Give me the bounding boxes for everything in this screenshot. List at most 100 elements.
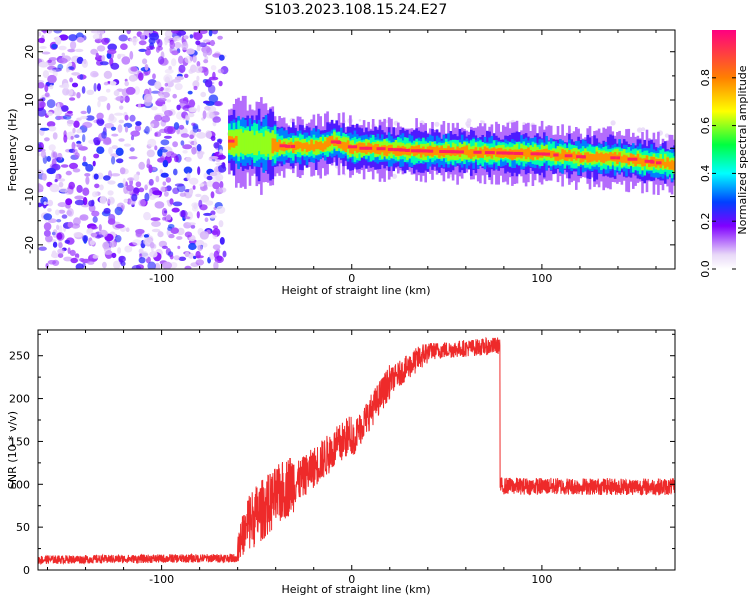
noise-blob [38, 37, 45, 44]
noise-blob [101, 131, 107, 139]
noise-blob [46, 155, 51, 162]
noise-blob [93, 153, 100, 159]
noise-blob [144, 125, 150, 135]
spectrogram-xlabel: Height of straight line (km) [281, 284, 430, 297]
noise-blob [215, 162, 222, 166]
noise-blob [150, 217, 161, 222]
noise-blob [76, 56, 84, 64]
ridge-cell [269, 133, 272, 160]
noise-blob [90, 70, 99, 78]
ridge-cell [314, 140, 318, 150]
noise-blob [187, 90, 193, 95]
ridge-cell [237, 129, 240, 157]
noise-blob [118, 138, 125, 142]
noise-blob [117, 247, 122, 254]
noise-blob [92, 216, 98, 223]
noise-blob [201, 242, 208, 248]
noise-blob [210, 39, 215, 47]
spectrogram-ylabel: Frequency (Hz) [6, 109, 19, 192]
noise-blob [126, 30, 131, 35]
noise-blob [183, 73, 189, 78]
ridge-peak [422, 149, 430, 153]
noise-blob [76, 140, 82, 145]
noise-blob [209, 252, 215, 260]
y-tick-label: 200 [9, 393, 30, 406]
noise-blob [154, 262, 161, 269]
noise-blob [52, 241, 58, 248]
y-tick-label: 100 [9, 478, 30, 491]
noise-blob [196, 132, 207, 139]
noise-blob [70, 257, 78, 264]
noise-blob [98, 224, 102, 232]
ridge-cell [324, 141, 327, 150]
ridge-peak [393, 148, 403, 152]
noise-blob [149, 242, 155, 249]
ridge-cell [524, 149, 528, 160]
ridge-peak [473, 150, 482, 154]
noise-blob [135, 181, 142, 188]
noise-blob [217, 154, 226, 160]
noise-blob [197, 166, 201, 176]
noise-blob [189, 188, 194, 195]
noise-blob [189, 134, 195, 140]
noise-blob [88, 200, 95, 207]
ridge-peak [650, 160, 655, 164]
noise-blob [102, 241, 110, 250]
ridge-peak [541, 152, 551, 156]
noise-blob [101, 55, 106, 62]
noise-blob [118, 34, 128, 42]
ridge-cell [317, 142, 320, 150]
noise-blob [85, 176, 90, 185]
noise-blob [85, 164, 94, 172]
noise-blob [144, 184, 148, 191]
noise-blob [106, 102, 111, 111]
noise-blob [193, 85, 198, 91]
noise-blob [72, 91, 76, 97]
ridge-cell [239, 128, 243, 153]
noise-blob [130, 66, 138, 72]
noise-blob [218, 187, 227, 193]
noise-blob [192, 80, 200, 89]
noise-blob [71, 82, 79, 88]
noise-blob [58, 34, 69, 41]
ridge-cell [481, 149, 484, 158]
noise-blob [164, 30, 173, 38]
noise-blob [108, 146, 113, 155]
noise-blob [87, 260, 95, 265]
ridge-peak [359, 146, 369, 150]
noise-blob [92, 160, 96, 167]
y-tick-label: 0 [23, 564, 30, 577]
noise-blob [110, 126, 117, 131]
noise-blob [142, 237, 153, 246]
noise-blob [205, 130, 213, 139]
noise-blob [165, 177, 172, 183]
noise-blob [159, 169, 164, 174]
noise-blob [208, 94, 219, 103]
noise-blob [210, 65, 217, 71]
noise-blob [206, 175, 213, 181]
noise-blob [196, 75, 200, 82]
noise-blob [171, 50, 179, 56]
snr-panel: -100 0 100 0 50 100 150 200 250 Height of straig… [6, 329, 676, 596]
noise-blob [144, 192, 150, 202]
noise-blob [160, 149, 168, 153]
ridge-cell [627, 156, 631, 165]
noise-blob [92, 254, 99, 259]
noise-blob [212, 181, 220, 190]
noise-dot [219, 150, 223, 154]
ridge-cell [385, 146, 389, 157]
noise-blob [193, 255, 197, 260]
ridge-cell [244, 130, 247, 156]
noise-blob [92, 33, 101, 40]
noise-blob [210, 191, 215, 199]
noise-blob [161, 245, 168, 249]
ridge-peak [656, 161, 662, 165]
ridge-cell [636, 153, 640, 165]
noise-blob [189, 177, 199, 185]
ridge-cell [527, 147, 530, 158]
ridge-cell [593, 154, 596, 161]
noise-blob [197, 244, 203, 251]
noise-blob [90, 48, 98, 55]
noise-blob [173, 255, 180, 261]
